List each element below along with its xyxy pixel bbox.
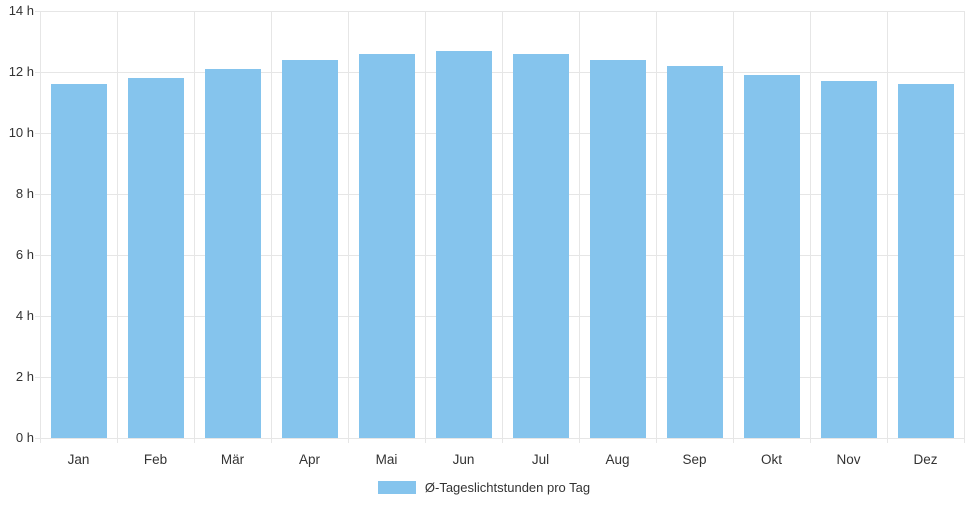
hgrid-line — [35, 377, 964, 378]
bar-aug[interactable] — [589, 59, 646, 438]
bar-sep[interactable] — [666, 65, 723, 438]
x-axis-label: Sep — [682, 452, 707, 467]
bar-mär[interactable] — [204, 68, 261, 438]
bar-jan[interactable] — [50, 84, 107, 438]
x-axis-label: Jan — [67, 452, 90, 467]
x-axis-label: Okt — [760, 452, 782, 467]
x-axis-label: Dez — [913, 452, 938, 467]
y-axis-label: 6 h — [15, 247, 34, 262]
hgrid-line — [35, 438, 964, 439]
hgrid-line — [35, 72, 964, 73]
vgrid-line — [656, 11, 657, 443]
x-axis-label: Jun — [452, 452, 475, 467]
hgrid-line — [35, 194, 964, 195]
vgrid-line — [117, 11, 118, 443]
x-axis-label: Jul — [531, 452, 550, 467]
hgrid-line — [35, 133, 964, 134]
vgrid-line — [348, 11, 349, 443]
vgrid-line — [194, 11, 195, 443]
y-axis-label: 0 h — [15, 430, 34, 445]
vgrid-line — [579, 11, 580, 443]
bar-mai[interactable] — [358, 53, 415, 438]
y-axis-label: 2 h — [15, 369, 34, 384]
x-axis-label: Mär — [220, 452, 245, 467]
bar-dez[interactable] — [897, 84, 954, 438]
hgrid-line — [35, 255, 964, 256]
y-axis-label: 14 h — [8, 3, 34, 18]
bar-jul[interactable] — [512, 53, 569, 438]
x-axis-label: Mai — [375, 452, 398, 467]
legend: Ø-Tageslichtstunden pro Tag — [0, 480, 968, 495]
vgrid-line — [502, 11, 503, 443]
vgrid-line — [964, 11, 965, 443]
bar-feb[interactable] — [127, 78, 184, 438]
legend-label: Ø-Tageslichtstunden pro Tag — [424, 480, 591, 495]
y-axis-label: 4 h — [15, 308, 34, 323]
y-axis-label: 8 h — [15, 186, 34, 201]
vgrid-line — [733, 11, 734, 443]
hgrid-line — [35, 316, 964, 317]
y-axis-label: 10 h — [8, 125, 34, 140]
plot-area — [35, 11, 965, 443]
x-axis-label: Apr — [298, 452, 320, 467]
x-axis-label: Aug — [605, 452, 630, 467]
hgrid-line — [35, 11, 964, 12]
vgrid-line — [810, 11, 811, 443]
vgrid-line — [425, 11, 426, 443]
vgrid-line — [40, 11, 41, 443]
bar-apr[interactable] — [281, 59, 338, 438]
vgrid-line — [887, 11, 888, 443]
bar-okt[interactable] — [743, 75, 800, 438]
vgrid-line — [271, 11, 272, 443]
legend-swatch — [377, 481, 416, 494]
x-axis-label: Feb — [143, 452, 168, 467]
y-axis-label: 12 h — [8, 64, 34, 79]
legend-item-daylight[interactable]: Ø-Tageslichtstunden pro Tag — [377, 480, 591, 495]
bar-nov[interactable] — [820, 81, 877, 438]
bar-jun[interactable] — [435, 50, 492, 438]
x-axis-label: Nov — [836, 452, 861, 467]
